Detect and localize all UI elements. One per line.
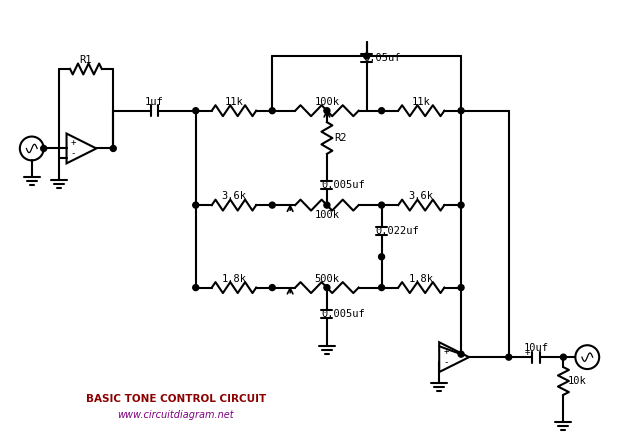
Circle shape [324, 108, 330, 114]
Text: 1uf: 1uf [145, 97, 164, 107]
Circle shape [269, 202, 275, 208]
Circle shape [192, 285, 199, 290]
Circle shape [561, 354, 566, 360]
Text: 100k: 100k [314, 97, 339, 107]
Circle shape [458, 285, 464, 290]
Text: 500k: 500k [314, 274, 339, 284]
Text: 3.6k: 3.6k [221, 191, 246, 201]
Circle shape [458, 351, 464, 357]
Text: BASIC TONE CONTROL CIRCUIT: BASIC TONE CONTROL CIRCUIT [86, 394, 266, 404]
Circle shape [192, 108, 199, 114]
Text: R2: R2 [334, 133, 347, 143]
Circle shape [324, 285, 330, 290]
Circle shape [110, 146, 116, 151]
Circle shape [192, 202, 199, 208]
Text: -: - [444, 358, 449, 367]
Circle shape [379, 108, 384, 114]
Text: 3.6k: 3.6k [409, 191, 434, 201]
Text: 11k: 11k [224, 97, 243, 107]
Text: R1: R1 [79, 55, 92, 65]
Circle shape [379, 285, 384, 290]
Text: 0.022uf: 0.022uf [376, 226, 419, 236]
Circle shape [379, 202, 384, 208]
Text: 1.8k: 1.8k [221, 274, 246, 284]
Circle shape [41, 146, 47, 151]
Text: -: - [71, 150, 76, 159]
Text: 11k: 11k [412, 97, 431, 107]
Text: 0.05uf: 0.05uf [364, 53, 401, 63]
Text: +: + [444, 347, 449, 356]
Circle shape [379, 254, 384, 260]
Circle shape [269, 108, 275, 114]
Text: 1.8k: 1.8k [409, 274, 434, 284]
Circle shape [324, 202, 330, 208]
Text: +: + [71, 139, 76, 147]
Text: +: + [524, 348, 530, 357]
Circle shape [506, 354, 512, 360]
Circle shape [364, 53, 369, 59]
Text: 0.005uf: 0.005uf [321, 309, 364, 319]
Circle shape [269, 285, 275, 290]
Text: 10k: 10k [568, 376, 587, 386]
Text: 10uf: 10uf [524, 343, 549, 353]
Text: www.circuitdiagram.net: www.circuitdiagram.net [118, 410, 234, 420]
Text: 100k: 100k [314, 210, 339, 220]
Circle shape [458, 108, 464, 114]
Circle shape [458, 202, 464, 208]
Text: 0.005uf: 0.005uf [321, 180, 364, 190]
